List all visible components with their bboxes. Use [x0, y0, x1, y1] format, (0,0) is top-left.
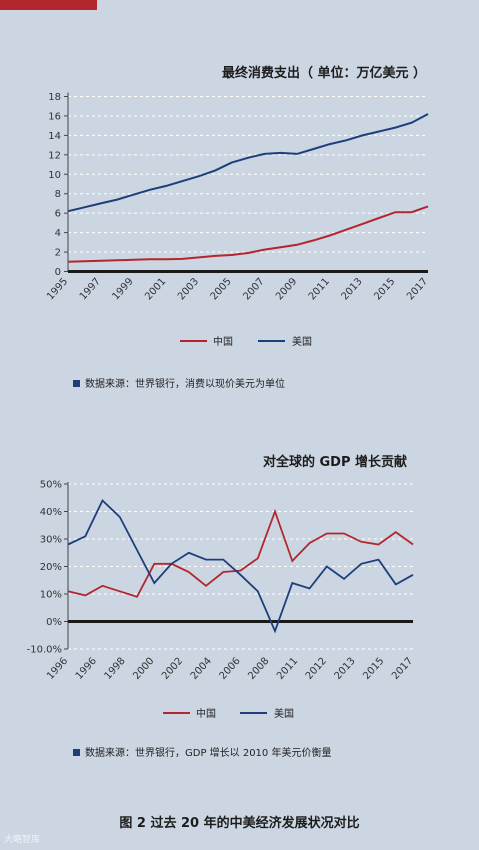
y-tick-label: 12 [48, 150, 61, 161]
y-tick-label: 4 [55, 228, 61, 239]
source-bullet-icon [73, 380, 80, 387]
chart1-source-text: 数据来源：世界银行，消费以现价美元为单位 [85, 379, 285, 390]
watermark-logo: 大略智库 [4, 835, 41, 845]
chart2-source: 数据来源：世界银行，GDP 增长以 2010 年美元价衡量 [73, 744, 331, 759]
x-tick-label: 2007 [241, 276, 266, 302]
x-tick-label: 2005 [209, 276, 234, 302]
y-tick-label: 2 [55, 248, 61, 259]
legend-label: 中国 [213, 335, 233, 348]
x-tick-label: 2001 [143, 276, 168, 302]
y-tick-label: 10 [48, 170, 61, 181]
legend-label: 美国 [292, 335, 312, 348]
y-tick-label: -10.0% [27, 645, 62, 656]
legend-label: 中国 [196, 707, 216, 720]
y-tick-label: 8 [55, 189, 61, 200]
source-bullet-icon [73, 749, 80, 756]
y-tick-label: 30% [40, 535, 62, 546]
x-tick-label: 2008 [246, 656, 271, 682]
series-line [67, 113, 429, 213]
chart2-source-text: 数据来源：世界银行，GDP 增长以 2010 年美元价衡量 [85, 748, 332, 759]
chart2-title: 对全球的 GDP 增长贡献 [262, 455, 407, 470]
x-tick-label: 1997 [78, 276, 103, 302]
series-line [67, 508, 414, 598]
x-tick-label: 2015 [372, 276, 397, 302]
y-tick-label: 14 [48, 131, 61, 142]
y-tick-label: 0% [46, 617, 62, 628]
y-tick-label: 50% [40, 480, 62, 491]
y-tick-label: 0 [55, 267, 61, 278]
series-line [67, 498, 414, 634]
series-line [67, 205, 429, 263]
x-tick-label: 2013 [333, 656, 358, 682]
x-tick-label: 2013 [340, 276, 365, 302]
x-tick-label: 2011 [275, 656, 300, 682]
figure-caption: 图 2 过去 20 年的中美经济发展状况对比 [119, 816, 360, 831]
x-tick-label: 2006 [218, 656, 243, 682]
consumption-chart: 0 2 4 6 8 10 12 14 16 18 1995 1997 1999 2001 2003 2005 2… [45, 92, 430, 348]
x-tick-label: 2004 [189, 656, 214, 682]
legend-label: 美国 [274, 707, 294, 720]
x-tick-label: 2002 [160, 656, 185, 682]
x-tick-label: 2017 [390, 656, 415, 682]
x-tick-label: 2017 [405, 276, 430, 302]
x-tick-label: 1995 [45, 276, 70, 302]
x-tick-label: 2000 [131, 656, 156, 682]
chart1-source: 数据来源：世界银行，消费以现价美元为单位 [73, 375, 285, 390]
y-tick-label: 10% [40, 590, 62, 601]
x-tick-label: 2009 [274, 276, 299, 302]
x-tick-label: 2011 [307, 276, 332, 302]
x-tick-label: 1996 [74, 656, 99, 682]
y-tick-label: 40% [40, 507, 62, 518]
y-tick-label: 6 [55, 209, 61, 220]
x-tick-label: 2015 [361, 656, 386, 682]
y-tick-label: 20% [40, 562, 62, 573]
x-tick-label: 2012 [304, 656, 329, 682]
x-tick-label: 1998 [103, 656, 128, 682]
x-tick-label: 2003 [176, 276, 201, 302]
chart1-title: 最终消费支出（ 单位：万亿美元 ） [221, 66, 426, 81]
x-tick-label: 1999 [110, 276, 135, 302]
y-tick-label: 18 [48, 92, 61, 103]
accent-bar [0, 0, 97, 10]
y-tick-label: 16 [48, 111, 61, 122]
x-tick-label: 1996 [45, 656, 70, 682]
gdp-contribution-chart: -10.0%0%10%20%30%40%50%1996 1996 1998 2000 2… [27, 480, 416, 721]
